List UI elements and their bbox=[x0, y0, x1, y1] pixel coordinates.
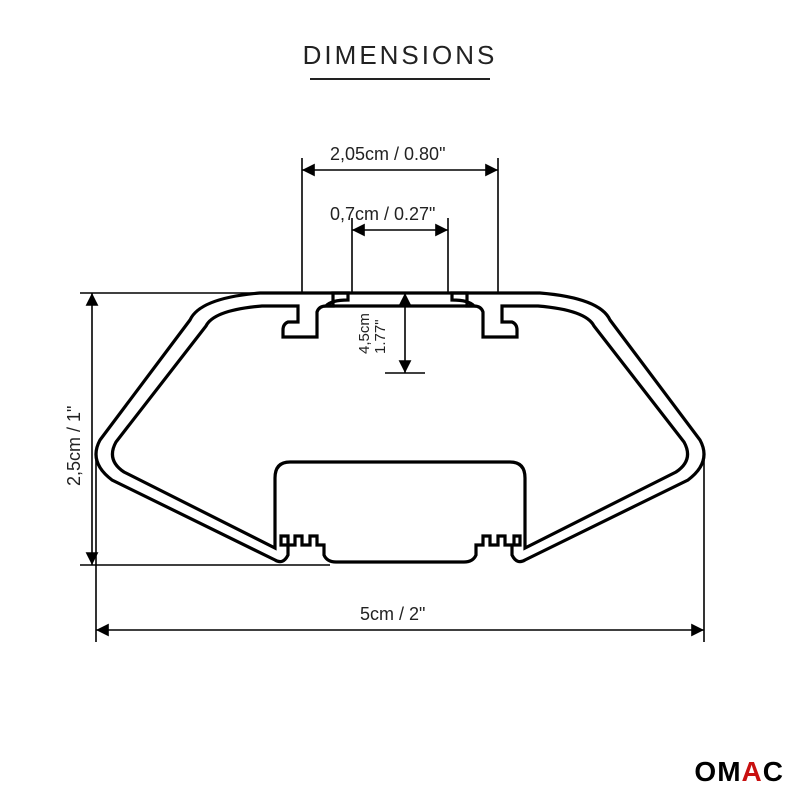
dim-depth-label: 4,5cm 1.77" bbox=[357, 313, 389, 354]
dim-depth-text: 4,5cm 1.77" bbox=[356, 313, 389, 354]
dimension-diagram bbox=[0, 0, 800, 800]
profile-cross-section bbox=[96, 293, 704, 562]
profile-outer bbox=[96, 293, 704, 562]
dim-left-height-label: 2,5cm / 1" bbox=[64, 406, 85, 486]
logo-letter-m: M bbox=[717, 756, 741, 787]
dimension-lines bbox=[80, 158, 704, 642]
profile-slot-right bbox=[452, 293, 474, 306]
profile-inner bbox=[112, 306, 687, 548]
brand-logo: OMAC bbox=[694, 756, 784, 788]
profile-slot-left bbox=[326, 293, 348, 306]
dim-bottom-width-label: 5cm / 2" bbox=[360, 604, 425, 625]
logo-letter-c: C bbox=[763, 756, 784, 787]
logo-letter-o: O bbox=[694, 756, 717, 787]
dim-top-inner-label: 0,7cm / 0.27" bbox=[330, 204, 435, 225]
logo-letter-a: A bbox=[742, 756, 763, 787]
dim-top-outer-label: 2,05cm / 0.80" bbox=[330, 144, 445, 165]
